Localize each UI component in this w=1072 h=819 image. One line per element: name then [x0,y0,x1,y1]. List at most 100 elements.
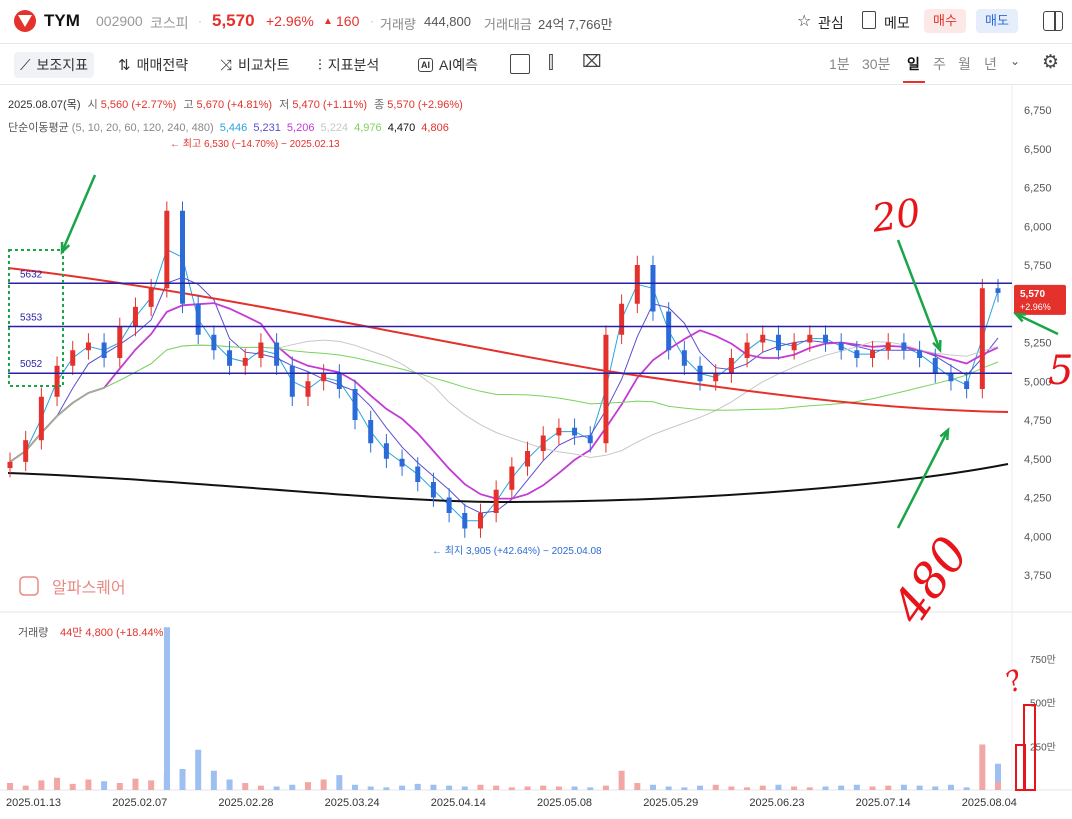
time-tick-label: 2025.06.23 [749,797,804,809]
volume-bar [22,785,29,790]
volume-bar [116,783,123,790]
green-arrow-5 [1015,312,1059,336]
ma-value-2: 5,206 [283,122,315,134]
period-1min[interactable]: 1분 [829,56,850,72]
ai-predict-button[interactable]: AI AI예측 [418,52,478,78]
volume-bar [838,785,845,790]
ma-line-1 [9,276,999,514]
candle-body [54,365,60,397]
volume-panel-value: 44만 4,800 (+18.44%) [60,626,167,639]
tym-logo-icon [14,10,36,32]
green-arrow-480-head [939,427,950,441]
candle-body [289,365,295,397]
memo-button[interactable]: 메모 [884,15,910,31]
candle-body [321,373,327,382]
volume-bar [210,770,217,790]
time-tick-label: 2025.01.13 [6,797,61,809]
price-tick-label: 5,750 [1024,260,1052,272]
period-day[interactable]: 일 [907,56,920,72]
level-label: 5632 [20,269,43,280]
open-label: 시 [87,99,98,111]
price-tick-label: 6,500 [1024,144,1052,156]
strategy-label: 매매전략 [136,57,189,73]
ma-value-0: 5,446 [219,122,248,134]
candle-body [85,342,91,351]
candle-body [807,334,813,343]
price-tick-label: 3,750 [1024,570,1052,582]
ma-value-6: 4,806 [418,122,449,134]
chart-toolbar: ⟋ 보조지표 ⇅ 매매전략 ⤨ 비교차트 ⫶ 지표분석 AI AI예측 ⫿ ⌧ … [0,44,1072,85]
sell-button[interactable]: 매도 [976,9,1018,33]
volume-bar [995,782,1001,790]
indicator-icon: ⟋ [20,56,31,74]
camera-icon[interactable]: ⌧ [582,52,602,71]
min-annotation: ← 최지 3,905 (+42.64%) − 2025.04.08 [432,545,602,557]
strategy-button[interactable]: ⇅ 매매전략 [118,52,188,78]
annotation-box [8,249,64,387]
ma-label: 단순이동평균 [8,122,69,134]
indicator-button[interactable]: ⟋ 보조지표 [14,52,95,78]
candle-body [493,489,499,513]
time-tick-label: 2025.07.14 [856,797,911,809]
volume-bar [587,787,594,790]
candle-body [132,306,138,327]
watermark-text: 알파스퀘어 [52,579,126,597]
candle-body [227,350,233,366]
candle-body [587,435,593,444]
candle-body [383,443,389,459]
price-tick-label: 4,000 [1024,531,1052,543]
memo-icon[interactable] [862,11,876,29]
period-month[interactable]: 월 [958,56,971,72]
green-arrow-left [60,174,97,253]
ohlc-info: 2025.08.07(목) 시 5,560 (+2.77%) 고 5,670 (… [8,96,463,112]
green-arrow-5-head [1013,312,1027,323]
volume-bar [979,744,986,790]
handdrawn-box-small [1015,744,1026,791]
chevron-down-icon[interactable]: ⌄ [1010,54,1021,68]
max-annotation: ← 최고 6,530 (−14.70%) − 2025.02.13 [170,138,340,150]
candle-body [164,210,170,289]
gear-icon[interactable]: ⚙ [1042,52,1060,73]
volume-bar [571,786,578,790]
candle-body [932,358,938,374]
analysis-label: 지표분석 [327,57,380,73]
current-price: 5,570 [212,11,255,30]
ma-value-1: 5,231 [250,122,281,134]
ma-values: 5,446 5,231 5,206 5,224 4,976 4,470 4,80… [217,122,449,134]
star-icon[interactable]: ☆ [797,13,812,30]
ma-line-480 [7,267,1009,413]
square-icon[interactable] [510,54,530,74]
green-arrow-480 [896,429,950,529]
analysis-button[interactable]: ⫶ 지표분석 [318,52,379,78]
green-arrow-20-head [932,339,942,353]
green-arrow-left-head [60,241,71,255]
panel-toggle-icon[interactable] [1043,11,1063,31]
candle-body [525,451,531,467]
period-30min[interactable]: 30분 [862,56,891,72]
volume-bar [712,784,719,790]
price-tick-label: 5,250 [1024,338,1052,350]
period-week[interactable]: 주 [933,56,946,72]
compare-button[interactable]: ⤨ 비교차트 [220,52,290,78]
volume-bar [320,779,327,790]
volume-bar [775,784,782,790]
volume-bar [806,787,813,790]
volume-bar [69,783,76,790]
buy-button[interactable]: 매수 [924,9,966,33]
compare-label: 비교차트 [238,57,290,73]
candle-body [634,265,640,304]
price-tick-label: 6,750 [1024,105,1052,117]
volume-bar [791,786,798,790]
volume-bar [273,786,280,790]
volume-bar [602,785,609,790]
candle-icon[interactable]: ⫿ [548,52,554,72]
candle-body [117,327,123,358]
candle-body [619,303,625,335]
volume-panel-label: 거래량 [18,626,48,639]
volume-bar [461,786,468,790]
period-year[interactable]: 년 [984,56,997,72]
watch-button[interactable]: 관심 [818,15,844,31]
price-tick-label: 4,500 [1024,454,1052,466]
change-amount: 160 [336,13,360,29]
